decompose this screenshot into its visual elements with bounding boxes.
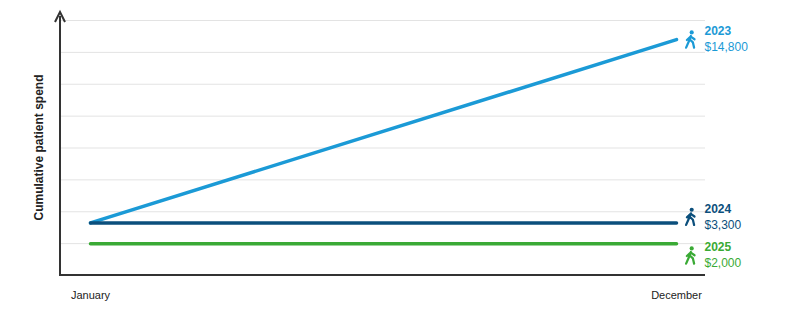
svg-text:$14,800: $14,800 [705, 40, 749, 54]
svg-text:2024: 2024 [705, 202, 732, 216]
svg-text:$2,000: $2,000 [705, 256, 742, 270]
svg-text:January: January [71, 289, 111, 301]
svg-text:Cumulative patient spend: Cumulative patient spend [32, 74, 46, 220]
svg-text:2023: 2023 [705, 24, 732, 38]
svg-text:2025: 2025 [705, 240, 732, 254]
svg-text:$3,300: $3,300 [705, 218, 742, 232]
svg-text:December: December [651, 289, 702, 301]
